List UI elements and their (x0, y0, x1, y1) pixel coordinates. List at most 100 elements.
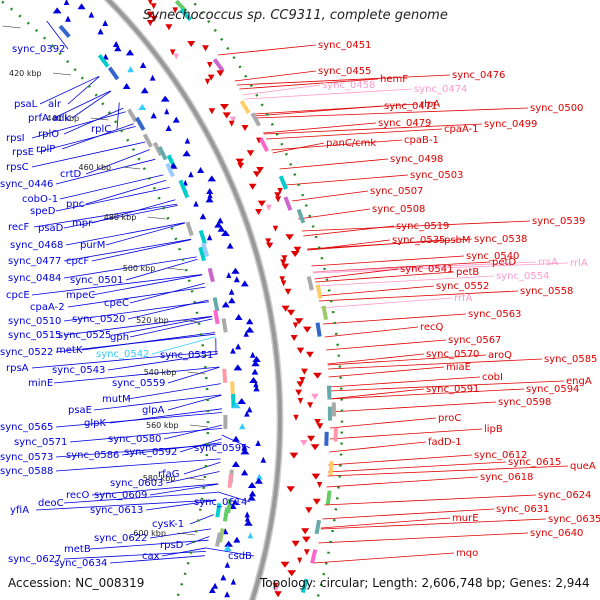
reverse-gene-arrow (237, 162, 245, 169)
feature-block (212, 297, 220, 312)
gene-label-right: sync_0591 (426, 384, 479, 395)
reverse-gene-arrow (314, 419, 321, 425)
feature-block (221, 318, 228, 333)
forward-gene-arrow (260, 456, 267, 463)
gene-label-right: sync_0540 (466, 251, 519, 262)
feature-block (326, 385, 332, 400)
reverse-gene-arrow (299, 377, 306, 383)
gene-label-left: rpsA (6, 363, 29, 374)
gene-label-left: ppc (66, 199, 84, 210)
gene-label-left: crtD (60, 169, 82, 180)
leader-line-left (63, 315, 213, 336)
forward-gene-arrow (249, 490, 257, 497)
leader-line-right (314, 552, 455, 564)
forward-gene-arrow (52, 7, 62, 14)
feature-block (327, 406, 332, 421)
gene-label-left: rpsI (6, 133, 25, 144)
leader-line-right (324, 494, 537, 506)
feature-block (198, 246, 207, 262)
leader-line-right (279, 158, 389, 170)
feature-block (328, 461, 334, 476)
genes-label: Genes: (509, 576, 552, 590)
leader-line-right (307, 238, 473, 250)
gene-label-left: cpcE (6, 290, 30, 301)
accession-info: Accession: NC_008319 (8, 576, 144, 590)
leader-line-left (59, 174, 164, 200)
gene-label-left: sync_0515 (8, 330, 61, 341)
forward-gene-arrow (229, 503, 237, 509)
gene-label-left: sync_0501 (70, 275, 123, 286)
leader-line-left (31, 351, 218, 369)
leader-line-right (266, 128, 443, 140)
gene-label-left: sync_0468 (10, 240, 63, 251)
leader-line-left (46, 20, 69, 50)
leader-line-right (315, 275, 495, 287)
gene-label-right: petD (492, 257, 516, 268)
gene-label-left: cpeC (104, 298, 129, 309)
reverse-gene-arrow (277, 188, 283, 194)
gene-label-right: sync_0631 (496, 504, 549, 515)
reverse-gene-arrow (306, 351, 314, 358)
feature-block (215, 532, 222, 547)
forward-gene-arrow (216, 217, 224, 224)
forward-gene-arrow (247, 532, 254, 539)
gene-label-right: mqo (456, 548, 478, 559)
kbp-tick-label: 460 kbp (79, 163, 112, 172)
leader-line-right (326, 339, 447, 351)
reverse-gene-arrow (285, 234, 294, 241)
gene-label-right: fadD-1 (428, 437, 462, 448)
gene-label-left: sync_0622 (94, 533, 147, 544)
gene-label-left: cysK-1 (152, 519, 184, 530)
reverse-gene-arrow (312, 498, 321, 505)
leader-line-left (109, 555, 205, 564)
feature-block (198, 229, 207, 245)
topology-label: Topology: (260, 576, 317, 590)
gene-label-right: sync_0558 (520, 286, 573, 297)
forward-gene-arrow (220, 574, 227, 581)
gene-label-left: mutM (102, 394, 131, 405)
leader-line-left (53, 366, 220, 384)
forward-gene-arrow (253, 385, 260, 392)
forward-gene-arrow (255, 440, 261, 446)
gene-label-left: recO (66, 490, 90, 501)
feature-block (58, 24, 71, 39)
forward-gene-arrow (139, 62, 147, 68)
leader-line-left (109, 408, 222, 424)
leader-line-right (329, 417, 437, 429)
leader-line-right (234, 70, 317, 82)
reverse-gene-arrow (284, 288, 292, 295)
leader-line-left (67, 286, 206, 308)
forward-gene-arrow (206, 188, 214, 194)
forward-gene-arrow (226, 272, 232, 278)
leader-line-left (63, 301, 209, 322)
leader-line-right (326, 476, 479, 488)
kbp-tick-label: 600 kbp (133, 529, 166, 538)
gene-label-left: sync_0573 (0, 452, 53, 463)
forward-gene-arrow (188, 171, 194, 178)
leader-line-left (67, 76, 100, 105)
leader-line-left (63, 551, 206, 560)
gene-label-left: rpsD (160, 540, 184, 551)
kbp-tick-mark (122, 166, 141, 170)
leader-line-left (61, 123, 134, 150)
kbp-tick-label: 480 kbp (104, 213, 137, 222)
gene-label-left: glpK (84, 418, 106, 429)
reverse-gene-arrow (301, 528, 310, 535)
gene-label-left: rplP (36, 144, 55, 155)
feature-block (314, 519, 322, 535)
forward-gene-arrow (234, 314, 243, 320)
reverse-gene-arrow (272, 582, 279, 589)
forward-gene-arrow (246, 406, 253, 413)
forward-gene-arrow (237, 398, 246, 404)
gene-label-right: sync_0498 (390, 154, 443, 165)
reverse-gene-arrow (172, 7, 179, 14)
leader-line-right (328, 454, 473, 466)
reverse-gene-arrow (187, 41, 196, 47)
genome-backbone (103, 0, 284, 600)
gene-label-left: sync_0565 (0, 422, 53, 433)
feature-block (306, 276, 314, 291)
forward-gene-arrow (252, 356, 261, 362)
forward-gene-arrow (182, 150, 191, 157)
gene-label-left: cpcF (66, 256, 89, 267)
reverse-gene-arrow (313, 372, 322, 379)
